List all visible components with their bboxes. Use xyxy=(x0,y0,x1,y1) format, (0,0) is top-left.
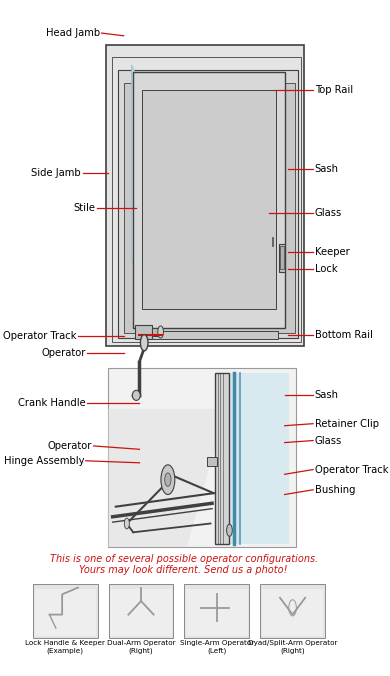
Text: Operator: Operator xyxy=(48,441,92,451)
Text: Bottom Rail: Bottom Rail xyxy=(315,330,372,339)
Ellipse shape xyxy=(132,390,140,400)
Text: Lock Handle & Keeper
(Example): Lock Handle & Keeper (Example) xyxy=(25,640,105,654)
Bar xyxy=(207,458,217,466)
Bar xyxy=(106,45,304,346)
Bar xyxy=(228,373,289,544)
Text: Side Jamb: Side Jamb xyxy=(32,168,81,178)
Bar xyxy=(33,584,98,638)
Text: This is one of several possible operator configurations.
Yours may look differen: This is one of several possible operator… xyxy=(50,554,318,575)
Bar xyxy=(135,324,152,339)
Text: Operator Track: Operator Track xyxy=(3,331,76,341)
Text: Operator Track: Operator Track xyxy=(315,464,388,475)
Bar xyxy=(109,584,174,638)
Bar xyxy=(280,246,284,269)
Bar xyxy=(108,368,296,547)
Bar xyxy=(272,237,273,246)
Circle shape xyxy=(161,465,175,495)
Bar xyxy=(262,589,323,636)
Bar xyxy=(133,72,285,328)
Bar xyxy=(260,584,325,638)
Bar xyxy=(110,589,172,636)
Text: Glass: Glass xyxy=(315,208,342,218)
Bar xyxy=(186,589,248,636)
Circle shape xyxy=(165,473,171,487)
Bar xyxy=(152,328,160,336)
Bar xyxy=(35,589,96,636)
Text: Lock: Lock xyxy=(315,264,337,274)
Text: Glass: Glass xyxy=(315,435,342,445)
Bar xyxy=(142,91,276,309)
Bar xyxy=(184,584,249,638)
Bar xyxy=(118,70,298,337)
Text: Operator: Operator xyxy=(41,348,86,358)
Bar xyxy=(112,57,301,342)
Text: Retainer Clip: Retainer Clip xyxy=(315,418,379,429)
Bar xyxy=(215,373,229,544)
Circle shape xyxy=(140,335,148,351)
Bar xyxy=(124,83,294,333)
Circle shape xyxy=(158,326,163,338)
Bar xyxy=(144,92,276,314)
Text: Sash: Sash xyxy=(315,164,339,174)
Text: Sash: Sash xyxy=(315,390,339,400)
Text: Dyad/Split-Arm Operator
(Right): Dyad/Split-Arm Operator (Right) xyxy=(248,640,337,654)
Bar xyxy=(136,331,278,339)
Polygon shape xyxy=(108,409,226,547)
Bar xyxy=(241,373,289,544)
Circle shape xyxy=(227,524,232,536)
Text: Stile: Stile xyxy=(73,203,95,213)
Text: Head Jamb: Head Jamb xyxy=(46,28,100,38)
Circle shape xyxy=(124,518,129,529)
Text: Dual-Arm Operator
(Right): Dual-Arm Operator (Right) xyxy=(107,640,176,654)
Polygon shape xyxy=(131,65,144,287)
Bar xyxy=(279,243,285,272)
Text: Top Rail: Top Rail xyxy=(315,84,353,95)
Text: Hinge Assembly: Hinge Assembly xyxy=(4,456,84,466)
Text: Single-Arm Operator
(Left): Single-Arm Operator (Left) xyxy=(180,640,254,654)
Text: Keeper: Keeper xyxy=(315,247,349,257)
Text: Bushing: Bushing xyxy=(315,485,355,495)
Text: Crank Handle: Crank Handle xyxy=(18,398,86,408)
